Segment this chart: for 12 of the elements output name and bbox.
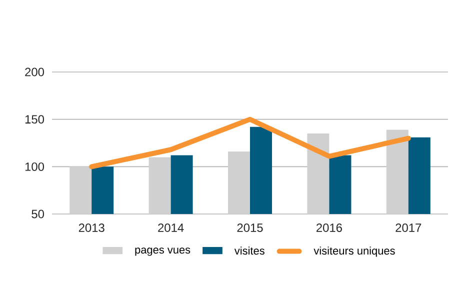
- legend-label: visiteurs uniques: [314, 246, 395, 257]
- x-tick-label: 2016: [316, 224, 342, 232]
- y-tick-label: 150: [25, 115, 44, 124]
- y-tick-label: 200: [25, 68, 44, 76]
- x-tick-label: 2014: [158, 224, 184, 232]
- x-tick-label: 2013: [78, 224, 104, 232]
- x-tick-label: 2015: [237, 224, 263, 232]
- legend-label: pages vues: [135, 248, 190, 256]
- y-tick-label: 100: [25, 162, 44, 171]
- legend-label: visites: [234, 246, 264, 255]
- y-tick-label: 50: [32, 210, 44, 218]
- x-tick-label: 2017: [396, 224, 422, 232]
